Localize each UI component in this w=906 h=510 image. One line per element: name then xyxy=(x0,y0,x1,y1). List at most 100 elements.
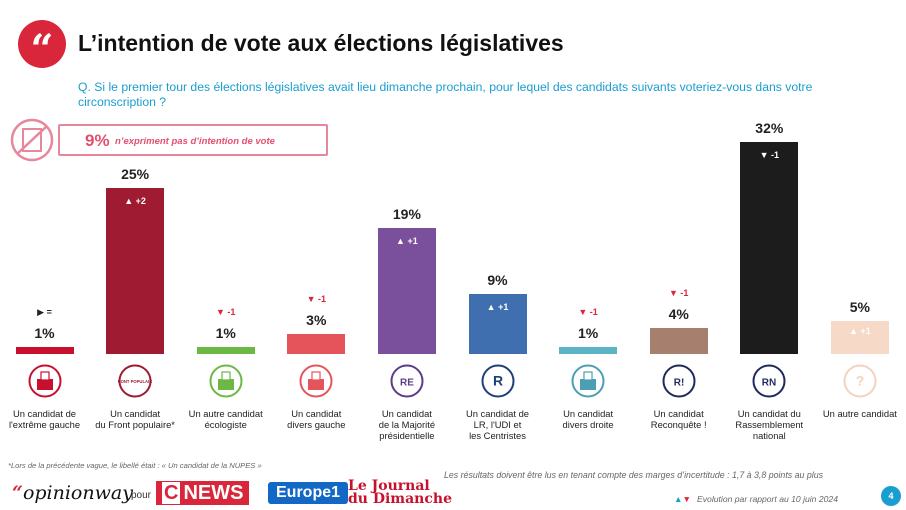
opinionway-quote-logo-icon: “ xyxy=(18,20,66,73)
bar xyxy=(106,188,165,354)
category-label-line: Un candidat xyxy=(291,408,342,419)
bar-value-label: 1% xyxy=(215,325,236,342)
category-label-line: présidentielle xyxy=(379,430,435,441)
evolution-value: -1 xyxy=(227,307,236,318)
svg-text:FRONT POPULAIRE: FRONT POPULAIRE xyxy=(118,379,152,384)
svg-text:RE: RE xyxy=(400,378,414,389)
rn-logo-icon: RN xyxy=(752,364,786,398)
evolution-label: ▲ +1 xyxy=(468,302,528,312)
cnews-logo: C NEWS xyxy=(156,481,250,505)
bar-value-label: 1% xyxy=(34,325,55,342)
evolution-value: -1 xyxy=(318,294,327,305)
evolution-label: ▼ -1 xyxy=(286,294,346,304)
arrow-up-icon: ▲ xyxy=(124,196,136,207)
category-label-line: Un candidat xyxy=(563,408,614,419)
bar xyxy=(15,347,74,354)
bar xyxy=(287,334,346,354)
category-label-line: Reconquête ! xyxy=(650,419,707,430)
evolution-label: ▲ +1 xyxy=(377,236,437,246)
footnote: *Lors de la précédente vague, le libellé… xyxy=(8,461,262,470)
category-label: Un candidat de l'extrême gauche xyxy=(0,408,91,430)
evolution-label: ▼ -1 xyxy=(196,307,256,317)
bar-value-label: 9% xyxy=(487,272,508,289)
evolution-arrows-icon: ▲▼ xyxy=(674,494,692,504)
arrow-up-icon: ▲ xyxy=(849,325,861,336)
category-label-line: Un candidat de xyxy=(12,408,77,419)
bar-value-label: 5% xyxy=(849,298,870,315)
category-label: Un candidat Reconquête ! xyxy=(633,408,725,430)
bar xyxy=(649,327,708,354)
reconquete-logo-icon: R! xyxy=(662,364,696,398)
bar-value-label: 4% xyxy=(668,305,689,322)
evolution-label: ▼ -1 xyxy=(739,150,799,160)
renaissance-logo-icon: RE xyxy=(390,364,424,398)
category-label-line: Un candidat de xyxy=(465,408,530,419)
evolution-value: +1 xyxy=(498,302,509,313)
category-label-line: divers droite xyxy=(562,419,614,430)
page-title: L’intention de vote aux élections législ… xyxy=(78,30,564,56)
jdd-logo-line1: Le Journal xyxy=(348,478,430,494)
margin-of-error-note: Les résultats doivent être lus en tenant… xyxy=(444,470,823,480)
evolution-value: -1 xyxy=(589,307,598,318)
category-label: Un candidat du Rassemblement national xyxy=(723,408,815,441)
evolution-value: +1 xyxy=(407,236,418,247)
jdd-logo: Le Journal du Dimanche xyxy=(348,478,452,506)
extreme-gauche-logo-icon xyxy=(28,364,61,398)
category-label: Un candidat divers gauche xyxy=(270,408,362,430)
evolution-label: ▼ -1 xyxy=(649,288,709,298)
cnews-logo-text: NEWS xyxy=(183,482,244,504)
evolution-value: = xyxy=(46,307,52,318)
bar xyxy=(377,228,436,354)
bar xyxy=(830,320,889,354)
svg-text:?: ? xyxy=(856,373,865,389)
svg-text:R: R xyxy=(492,373,502,389)
bar xyxy=(740,142,799,354)
category-label-line: les Centristes xyxy=(469,430,526,441)
arrow-down-icon: ▼ xyxy=(306,294,318,305)
category-label-line: l'extrême gauche xyxy=(8,419,81,430)
evolution-label: ▼ -1 xyxy=(558,307,618,317)
category-label-line: Un candidat xyxy=(653,408,704,419)
svg-text:R!: R! xyxy=(673,378,684,389)
europe1-logo: Europe1 xyxy=(268,482,349,504)
cnews-logo-c: C xyxy=(162,482,181,504)
opinionway-logo-text: opinionway xyxy=(22,482,133,504)
category-label-line: Un candidat du xyxy=(737,408,801,419)
evolution-legend-text: Evolution par rapport au 10 juin 2024 xyxy=(697,494,838,504)
arrow-down-icon: ▼ xyxy=(578,307,590,318)
arrow-down-icon: ▼ xyxy=(215,307,228,318)
svg-text:RN: RN xyxy=(762,378,776,389)
category-label-line: Un candidat xyxy=(381,408,432,419)
opinionway-logo: “opinionway xyxy=(12,482,133,504)
evolution-legend: ▲▼ Evolution par rapport au 10 juin 2024 xyxy=(674,494,838,504)
category-label-line: de la Majorité xyxy=(378,419,436,430)
category-label-line: écologiste xyxy=(204,419,247,430)
arrow-right-icon: ▶ xyxy=(37,307,47,318)
no-intention-callout: 9% n’expriment pas d’intention de vote xyxy=(58,124,328,156)
category-label-line: national xyxy=(752,430,786,441)
bar-value-label: 19% xyxy=(392,206,421,223)
lr-logo-icon: R xyxy=(481,364,514,398)
bar-value-label: 32% xyxy=(755,120,784,136)
no-intention-text: n’expriment pas d’intention de vote xyxy=(115,136,275,147)
divers-droite-logo-icon xyxy=(571,364,605,398)
category-label-line: divers gauche xyxy=(287,419,346,430)
category-label-line: Un autre candidat xyxy=(822,408,897,419)
survey-question: Q. Si le premier tour des élections légi… xyxy=(78,80,813,109)
category-label: Un candidat de LR, l'UDI et les Centristes xyxy=(452,408,544,441)
evolution-label: ▲ +1 xyxy=(830,326,890,336)
bar-value-label: 1% xyxy=(577,325,599,342)
no-vote-ballot-icon xyxy=(10,118,54,162)
no-intention-percentage: 9% xyxy=(85,131,110,150)
category-label-line: du Front populaire* xyxy=(95,419,175,430)
category-label-line: Un candidat xyxy=(110,408,161,419)
evolution-value: +2 xyxy=(135,196,146,207)
autre-question-icon: ? xyxy=(843,364,877,398)
evolution-value: -1 xyxy=(771,150,780,160)
bar xyxy=(468,294,527,354)
page-number: 4 xyxy=(881,486,901,506)
arrow-down-icon: ▼ xyxy=(668,287,681,298)
category-label-line: Un autre candidat xyxy=(188,408,263,419)
divers-gauche-logo-icon xyxy=(299,364,333,398)
arrow-up-icon: ▲ xyxy=(486,302,499,313)
